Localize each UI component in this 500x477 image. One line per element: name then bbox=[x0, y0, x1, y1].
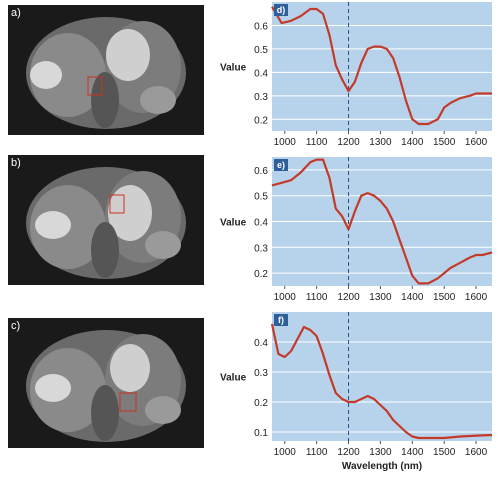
spectrum-chart-f: 0.1 0.2 0.3 0.4 1000 1100 1200 1300 1400 1500 1600… bbox=[220, 312, 493, 472]
scan-label: b) bbox=[11, 157, 21, 169]
x-tick-label: 1200 bbox=[337, 292, 360, 303]
x-tick-label: 1100 bbox=[306, 292, 328, 303]
y-tick-label: 0.2 bbox=[254, 398, 268, 409]
y-tick-label: 0.6 bbox=[254, 166, 268, 177]
x-tick-label: 1500 bbox=[433, 137, 456, 148]
panel-label: e) bbox=[277, 160, 285, 170]
x-tick-label: 1600 bbox=[465, 292, 488, 303]
x-tick-label: 1500 bbox=[433, 447, 456, 458]
y-axis-label: Value bbox=[220, 218, 247, 229]
scan-label: c) bbox=[11, 320, 21, 332]
scan-image-b: b) bbox=[8, 155, 204, 285]
panel-label: f) bbox=[278, 315, 284, 325]
panel-label-badge bbox=[274, 159, 288, 171]
panel-label-badge bbox=[274, 4, 288, 16]
x-tick-label: 1200 bbox=[337, 137, 360, 148]
x-tick-label: 1200 bbox=[337, 447, 360, 458]
y-tick-label: 0.2 bbox=[254, 269, 268, 280]
x-tick-label: 1400 bbox=[401, 447, 424, 458]
y-tick-label: 0.3 bbox=[254, 243, 268, 254]
y-tick-label: 0.3 bbox=[254, 92, 268, 103]
x-tick-label: 1400 bbox=[401, 292, 424, 303]
x-tick-label: 1500 bbox=[433, 292, 456, 303]
x-tick-label: 1000 bbox=[274, 137, 297, 148]
y-axis-label: Value bbox=[220, 63, 247, 74]
y-tick-label: 0.5 bbox=[254, 45, 268, 56]
y-tick-label: 0.4 bbox=[254, 68, 268, 79]
y-tick-label: 0.1 bbox=[254, 428, 268, 439]
panel-label: d) bbox=[277, 5, 286, 15]
y-axis-label: Value bbox=[220, 373, 247, 384]
x-tick-label: 1000 bbox=[274, 292, 297, 303]
x-axis-label: Wavelength (nm) bbox=[342, 461, 422, 472]
scan-graphic-c bbox=[26, 330, 186, 442]
y-tick-label: 0.2 bbox=[254, 115, 268, 126]
x-tick-label: 1100 bbox=[306, 447, 328, 458]
scan-graphic-b bbox=[26, 167, 186, 279]
x-tick-label: 1300 bbox=[369, 292, 392, 303]
x-tick-label: 1000 bbox=[274, 447, 297, 458]
x-tick-label: 1600 bbox=[465, 137, 488, 148]
spectrum-line bbox=[270, 323, 493, 440]
spectrum-chart-e: 0.2 0.3 0.4 0.5 0.6 1000 1100 1200 1300 1400 1500 1… bbox=[220, 157, 493, 303]
x-tick-label: 1600 bbox=[465, 447, 488, 458]
spectrum-line bbox=[271, 6, 492, 126]
y-tick-label: 0.5 bbox=[254, 192, 268, 203]
plot-area bbox=[272, 2, 492, 131]
y-tick-label: 0.6 bbox=[254, 21, 268, 32]
scan-graphic-a bbox=[26, 17, 186, 129]
x-tick-label: 1400 bbox=[401, 137, 424, 148]
x-tick-label: 1300 bbox=[369, 137, 392, 148]
scan-image-c: c) bbox=[8, 318, 204, 448]
scan-label: a) bbox=[11, 7, 21, 19]
plot-area bbox=[272, 312, 492, 441]
scan-image-a: a) bbox=[8, 5, 204, 135]
panel-label-badge bbox=[274, 314, 288, 326]
x-tick-label: 1100 bbox=[306, 137, 328, 148]
y-tick-label: 0.3 bbox=[254, 368, 268, 379]
x-tick-label: 1300 bbox=[369, 447, 392, 458]
y-tick-label: 0.4 bbox=[254, 338, 268, 349]
spectrum-line bbox=[271, 158, 493, 285]
y-tick-label: 0.4 bbox=[254, 218, 268, 229]
spectrum-chart-d: 0.2 0.3 0.4 0.5 0.6 1000 1100 1200 1300 1400 1500 1… bbox=[220, 2, 492, 148]
